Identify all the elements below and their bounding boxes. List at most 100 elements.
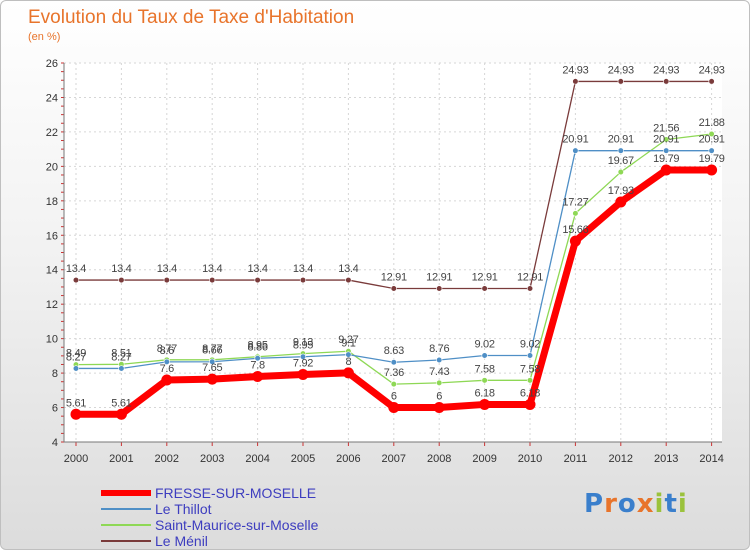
data-point: [345, 276, 352, 284]
data-label: 19.67: [608, 155, 634, 167]
x-tick-label: 2007: [382, 453, 406, 465]
data-point: [299, 276, 307, 284]
data-point: [436, 379, 443, 387]
y-tick-label: 12: [46, 299, 58, 311]
x-tick-label: 2004: [245, 453, 269, 465]
data-label: 7.6: [160, 363, 175, 375]
data-label: 20.91: [562, 134, 588, 146]
legend-swatch: [101, 490, 151, 496]
data-point: [342, 367, 354, 379]
y-tick-label: 10: [46, 334, 58, 346]
data-label: 8.77: [202, 343, 222, 355]
data-point: [708, 147, 715, 154]
data-label: 21.88: [699, 117, 725, 129]
data-point: [390, 285, 397, 292]
x-tick-label: 2001: [109, 453, 133, 465]
data-point: [617, 168, 624, 176]
data-point: [390, 359, 397, 366]
data-point: [345, 351, 352, 358]
chart-title: Evolution du Taux de Taxe d'Habitation: [28, 7, 355, 28]
y-tick-label: 14: [46, 265, 58, 277]
data-point: [252, 371, 264, 383]
data-point: [299, 353, 307, 360]
data-label: 13.4: [111, 263, 131, 275]
data-point: [254, 276, 261, 284]
proxiti-logo: Proxiti: [584, 489, 688, 519]
data-label: 17.27: [562, 196, 588, 208]
data-label: 8.63: [384, 345, 404, 357]
data-point: [572, 210, 579, 217]
x-tick-label: 2008: [427, 453, 451, 465]
data-point: [660, 164, 672, 176]
data-label: 9.1: [341, 338, 356, 350]
data-label: 7.8: [250, 360, 265, 372]
data-point: [254, 355, 261, 362]
data-label: 8.66: [202, 345, 222, 357]
data-label: 12.91: [381, 272, 407, 284]
series-layer: [70, 78, 718, 420]
data-label: 21.56: [653, 122, 679, 134]
data-point: [615, 196, 627, 208]
data-label: 24.93: [653, 64, 679, 76]
data-label: 13.4: [247, 263, 267, 275]
data-label-layer: 5.61 5.61 7.6 7.65 7.8 7.92 8 6 6 6.18 6.18 15.66 17…: [66, 64, 725, 409]
data-label: 8.95: [293, 340, 313, 352]
data-label: 12.91: [472, 272, 498, 284]
legend-swatch: [101, 508, 151, 510]
data-label: 9.27: [338, 334, 358, 346]
data-label: 7.36: [384, 367, 404, 379]
data-point: [708, 130, 715, 138]
data-label: 7.92: [293, 357, 313, 369]
data-label: 8.76: [429, 343, 449, 355]
data-label: 8.77: [157, 343, 177, 355]
data-point: [436, 285, 443, 292]
data-point: [481, 352, 488, 359]
data-label: 13.4: [66, 263, 86, 275]
data-label: 17.93: [608, 185, 634, 197]
data-label: 6: [436, 391, 442, 403]
x-tick-label: 2012: [609, 453, 633, 465]
data-label: 7.65: [202, 362, 222, 374]
legend-label: Le Ménil: [155, 533, 208, 549]
data-point: [481, 377, 488, 384]
data-point: [163, 276, 170, 284]
data-label: 20.91: [608, 134, 634, 146]
data-label: 8.6: [160, 345, 175, 357]
legend-label: Le Thillot: [155, 501, 212, 517]
data-point: [118, 365, 125, 372]
data-point: [209, 276, 216, 284]
data-point: [161, 374, 173, 386]
data-point: [479, 398, 491, 410]
data-point: [209, 358, 216, 365]
data-label: 12.91: [426, 272, 452, 284]
data-point: [663, 78, 670, 85]
data-label: 8: [345, 356, 351, 368]
y-tick-label: 6: [52, 403, 58, 415]
data-label: 24.93: [562, 64, 588, 76]
data-point: [206, 373, 218, 385]
axis-layer: 4 6 8 10 12 14 16 18 20 22 24 26 2000 2001 2002 2003 200…: [46, 58, 724, 465]
x-tick-label: 2002: [155, 453, 179, 465]
y-tick-label: 22: [46, 127, 58, 139]
data-label: 5.61: [66, 397, 86, 409]
data-point: [526, 352, 534, 359]
data-label: 7.58: [474, 363, 494, 375]
y-tick-label: 24: [46, 92, 58, 104]
data-point: [526, 285, 534, 292]
data-point: [388, 402, 400, 414]
data-label: 6: [391, 391, 397, 403]
data-label: 8.27: [66, 351, 86, 363]
data-point: [72, 276, 80, 284]
x-tick-label: 2003: [200, 453, 224, 465]
data-label: 9.02: [474, 339, 494, 351]
data-label: 8.86: [247, 341, 267, 353]
data-point: [163, 358, 170, 365]
data-label: 20.91: [653, 134, 679, 146]
y-tick-label: 26: [46, 58, 58, 70]
data-point: [526, 377, 534, 384]
legend-swatch: [101, 540, 151, 542]
x-tick-label: 2000: [64, 453, 88, 465]
data-label: 8.95: [247, 340, 267, 352]
data-point: [572, 78, 579, 85]
